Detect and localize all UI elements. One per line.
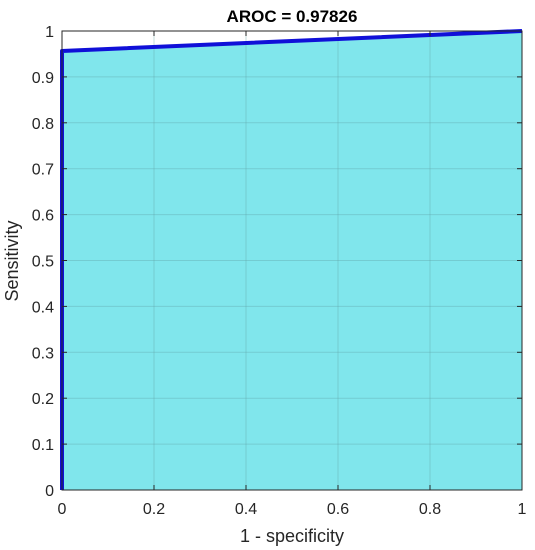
y-tick-label: 0.6 [32, 208, 54, 225]
x-tick-label: 0 [58, 501, 67, 518]
chart-title: AROC = 0.97826 [227, 7, 358, 26]
axis-ticks [61, 30, 523, 491]
x-tick-label: 1 [518, 501, 527, 518]
y-tick-label: 0.3 [32, 345, 54, 362]
y-tick-label: 0.1 [32, 437, 54, 454]
y-tick-label: 0.4 [32, 299, 54, 316]
x-tick-labels: 0 0.2 0.4 0.6 0.8 1 [58, 501, 527, 518]
y-tick-label: 0.2 [32, 391, 54, 408]
x-tick-label: 0.2 [143, 501, 165, 518]
x-tick-label: 0.4 [235, 501, 257, 518]
y-tick-label: 0 [45, 483, 54, 500]
x-axis-label: 1 - specificity [240, 526, 344, 546]
y-axis-label: Sensitivity [2, 220, 22, 301]
plot-area [60, 29, 523, 491]
y-tick-label: 0.7 [32, 162, 54, 179]
y-tick-label: 0.8 [32, 116, 54, 133]
roc-area-fill [62, 31, 522, 490]
x-tick-label: 0.6 [327, 501, 349, 518]
y-tick-labels: 0 0.1 0.2 0.3 0.4 0.5 0.6 0.7 0.8 0.9 1 [32, 24, 54, 500]
grid-lines [62, 31, 522, 490]
y-tick-label: 1 [45, 24, 54, 41]
y-tick-label: 0.9 [32, 70, 54, 87]
x-tick-label: 0.8 [419, 501, 441, 518]
y-tick-label: 0.5 [32, 254, 54, 271]
